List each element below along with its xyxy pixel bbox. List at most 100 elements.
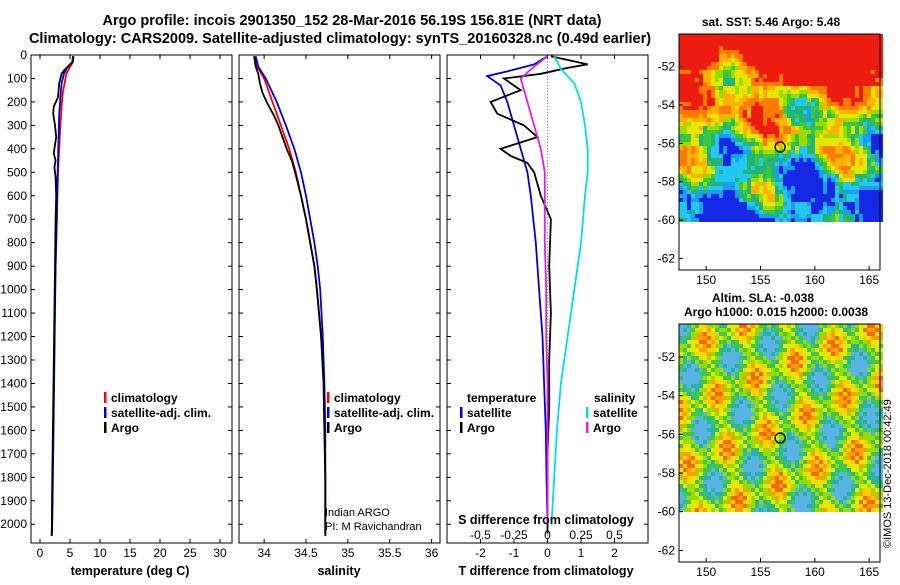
map-cell xyxy=(679,170,683,174)
map-cell xyxy=(707,384,711,388)
map-cell xyxy=(839,214,843,218)
map-cell xyxy=(863,214,867,218)
map-cell xyxy=(851,376,855,380)
map-cell xyxy=(843,352,847,356)
map-cell xyxy=(859,464,863,468)
map-cell xyxy=(843,170,847,174)
map-cell xyxy=(847,508,851,512)
map-cell xyxy=(791,102,795,106)
map-cell xyxy=(731,484,735,488)
map-cell xyxy=(687,488,691,492)
map-cell xyxy=(699,396,703,400)
x-tick-label: 20 xyxy=(153,546,167,560)
map-cell xyxy=(847,488,851,492)
map-cell xyxy=(703,404,707,408)
map-cell xyxy=(767,400,771,404)
map-cell xyxy=(855,102,859,106)
map-cell xyxy=(867,484,871,488)
map-cell xyxy=(835,178,839,182)
map-cell xyxy=(707,106,711,110)
map-cell xyxy=(747,134,751,138)
map-cell xyxy=(707,488,711,492)
map-cell xyxy=(791,198,795,202)
map-cell xyxy=(735,376,739,380)
map-cell xyxy=(751,206,755,210)
map-cell xyxy=(751,86,755,90)
map-cell xyxy=(791,218,795,222)
map-cell xyxy=(703,50,707,54)
map-cell xyxy=(827,432,831,436)
map-cell xyxy=(735,34,739,38)
map-cell xyxy=(727,174,731,178)
map-cell xyxy=(727,448,731,452)
map-cell xyxy=(799,340,803,344)
map-cell xyxy=(751,348,755,352)
map-cell xyxy=(863,206,867,210)
map-cell xyxy=(847,66,851,70)
map-cell xyxy=(699,344,703,348)
map-cell xyxy=(719,98,723,102)
map-cell xyxy=(791,202,795,206)
map-cell xyxy=(679,42,683,46)
map-cell xyxy=(819,360,823,364)
map-cell xyxy=(831,118,835,122)
map-cell xyxy=(843,50,847,54)
map-cell xyxy=(847,58,851,62)
map-cell xyxy=(843,162,847,166)
map-cell xyxy=(787,492,791,496)
map-cell xyxy=(723,190,727,194)
map-cell xyxy=(787,154,791,158)
map-cell xyxy=(787,202,791,206)
map-cell xyxy=(783,408,787,412)
map-cell xyxy=(867,440,871,444)
map-cell xyxy=(703,86,707,90)
map-cell xyxy=(695,416,699,420)
map-cell xyxy=(827,50,831,54)
map-cell xyxy=(799,332,803,336)
map-cell xyxy=(711,428,715,432)
map-cell xyxy=(679,110,683,114)
map-cell xyxy=(711,504,715,508)
map-cell xyxy=(695,82,699,86)
map-cell xyxy=(715,62,719,66)
map-cell xyxy=(791,412,795,416)
map-cell xyxy=(795,186,799,190)
map-cell xyxy=(831,174,835,178)
map-cell xyxy=(799,102,803,106)
map-cell xyxy=(699,38,703,42)
map-cell xyxy=(859,46,863,50)
map-cell xyxy=(855,194,859,198)
map-cell xyxy=(687,496,691,500)
map-cell xyxy=(755,198,759,202)
map-cell xyxy=(799,508,803,512)
map-cell xyxy=(819,182,823,186)
map-cell xyxy=(687,162,691,166)
map-cell xyxy=(691,66,695,70)
map-cell xyxy=(867,504,871,508)
map-cell xyxy=(863,392,867,396)
map-cell xyxy=(799,324,803,328)
map-cell xyxy=(779,400,783,404)
map-cell xyxy=(807,456,811,460)
map-cell xyxy=(807,174,811,178)
map-cell xyxy=(831,456,835,460)
x-tick-label: 0 xyxy=(37,546,44,560)
map-cell xyxy=(779,206,783,210)
map-cell xyxy=(811,78,815,82)
map-cell xyxy=(791,70,795,74)
map-cell xyxy=(851,198,855,202)
map-cell xyxy=(835,344,839,348)
map-cell xyxy=(803,332,807,336)
map-cell xyxy=(775,392,779,396)
map-cell xyxy=(863,364,867,368)
map-cell xyxy=(767,58,771,62)
map-cell xyxy=(719,404,723,408)
map-cell xyxy=(719,348,723,352)
map-cell xyxy=(819,376,823,380)
map-cell xyxy=(695,356,699,360)
depth-tick-label: 1300 xyxy=(0,353,27,367)
map-cell xyxy=(875,348,879,352)
map-cell xyxy=(815,444,819,448)
map-cell xyxy=(827,364,831,368)
map-cell xyxy=(827,392,831,396)
